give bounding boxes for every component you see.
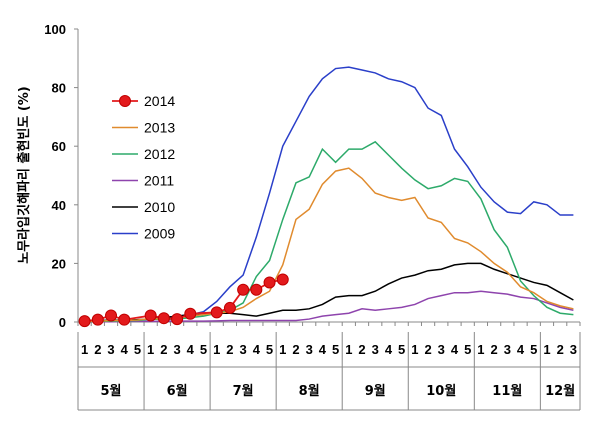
legend-label: 2010 — [144, 199, 175, 215]
legend-label: 2013 — [144, 120, 175, 136]
x-tick-label: 1 — [411, 342, 418, 357]
x-tick-label: 5 — [134, 342, 141, 357]
x-tick-label: 1 — [477, 342, 484, 357]
y-tick-label: 80 — [52, 81, 66, 96]
x-tick-label: 3 — [107, 342, 114, 357]
x-tick-label: 4 — [253, 342, 261, 357]
series-2014 — [78, 273, 289, 328]
x-tick-label: 5 — [398, 342, 405, 357]
x-tick-label: 4 — [121, 342, 129, 357]
data-point — [105, 309, 118, 322]
legend-item-2010: 2010 — [112, 199, 175, 215]
x-tick-label: 3 — [504, 342, 511, 357]
month-label: 11월 — [492, 383, 522, 399]
x-tick-label: 2 — [292, 342, 299, 357]
legend: 2014 2013 2012 2011 2010 2009 — [112, 93, 175, 242]
y-tick-label: 60 — [52, 139, 66, 154]
data-point — [157, 312, 170, 325]
x-tick-label: 4 — [385, 342, 393, 357]
month-label: 12월 — [545, 383, 575, 399]
x-tick-label: 1 — [345, 342, 352, 357]
month-label: 8월 — [299, 383, 320, 399]
y-tick-label: 40 — [52, 198, 66, 213]
month-label: 6월 — [167, 383, 188, 399]
x-tick-label: 4 — [187, 342, 195, 357]
x-tick-label: 5 — [464, 342, 471, 357]
data-point — [144, 309, 157, 322]
data-point — [210, 306, 223, 319]
month-label: 7월 — [233, 383, 254, 399]
x-tick-label: 3 — [438, 342, 445, 357]
legend-item-2012: 2012 — [112, 146, 175, 162]
data-point — [118, 313, 131, 326]
legend-item-2009: 2009 — [112, 226, 175, 242]
x-tick-label: 4 — [451, 342, 459, 357]
x-tick-label: 1 — [279, 342, 286, 357]
x-tick-label: 2 — [424, 342, 431, 357]
x-tick-label: 5 — [530, 342, 537, 357]
legend-label: 2011 — [144, 173, 174, 189]
x-tick-label: 1 — [543, 342, 550, 357]
x-tick-label: 4 — [517, 342, 525, 357]
series-group — [78, 66, 574, 328]
x-tick-label: 3 — [173, 342, 180, 357]
legend-item-2011: 2011 — [112, 173, 174, 189]
y-axis-label: 노무라입깃해파리 출현빈도 (%) — [16, 86, 32, 263]
series-line-2010 — [84, 262, 574, 322]
x-tick-label: 2 — [94, 342, 101, 357]
data-point — [250, 283, 263, 296]
x-tick-label: 2 — [160, 342, 167, 357]
legend-label: 2009 — [144, 226, 175, 242]
y-tick-label: 20 — [52, 256, 66, 271]
y-tick-label: 0 — [59, 315, 66, 330]
x-tick-label: 1 — [81, 342, 88, 357]
legend-item-2013: 2013 — [112, 120, 175, 136]
data-point — [276, 273, 289, 286]
x-tick-label: 5 — [200, 342, 207, 357]
x-tick-label: 1 — [213, 342, 220, 357]
month-label: 9월 — [365, 383, 386, 399]
x-tick-label: 3 — [372, 342, 379, 357]
series-2013 — [84, 167, 574, 323]
data-point — [184, 307, 197, 320]
x-tick-label: 3 — [306, 342, 313, 357]
legend-label: 2012 — [144, 146, 175, 162]
data-point — [78, 315, 91, 328]
y-tick-label: 100 — [44, 22, 66, 37]
x-tick-label: 2 — [557, 342, 564, 357]
x-tick-label: 4 — [319, 342, 327, 357]
data-point — [91, 313, 104, 326]
x-tick-label: 5 — [332, 342, 339, 357]
data-point — [237, 283, 250, 296]
data-point — [263, 276, 276, 289]
legend-label: 2014 — [144, 93, 175, 109]
legend-item-2014: 2014 — [112, 93, 175, 109]
data-point — [171, 313, 184, 326]
x-tick-label: 3 — [570, 342, 577, 357]
series-line-2013 — [84, 167, 574, 323]
x-tick-label: 2 — [358, 342, 365, 357]
x-tick-label: 1 — [147, 342, 154, 357]
x-tick-label: 2 — [226, 342, 233, 357]
legend-marker — [119, 95, 131, 107]
x-tick-label: 2 — [491, 342, 498, 357]
data-point — [223, 301, 236, 314]
series-2010 — [84, 262, 574, 322]
x-tick-label: 3 — [240, 342, 247, 357]
month-label: 5월 — [101, 383, 122, 399]
x-tick-label: 5 — [266, 342, 273, 357]
month-label: 10월 — [426, 383, 456, 399]
